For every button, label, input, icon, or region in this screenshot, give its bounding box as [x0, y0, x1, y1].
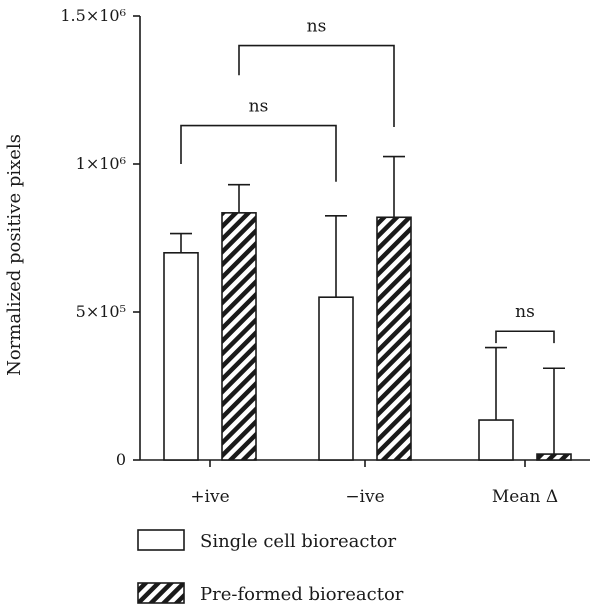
bar-preformed — [376, 216, 412, 461]
y-axis-ticks: 0 5×10⁵ 1×10⁶ 1.5×10⁶ — [60, 6, 140, 469]
significance-label: ns — [249, 97, 269, 117]
significance-bracket — [180, 124, 337, 182]
bar-single-cell — [163, 252, 199, 461]
legend-swatch-preformed — [137, 582, 185, 604]
legend: Single cell bioreactor Pre-formed bioreac… — [137, 529, 404, 604]
bars — [163, 212, 572, 461]
significance-brackets: ns ns ns — [180, 17, 555, 344]
category-labels: +ive −ive Mean Δ — [190, 460, 558, 507]
significance-label: ns — [307, 17, 327, 37]
y-axis-label: Normalized positive pixels — [4, 134, 25, 376]
category-label: −ive — [345, 487, 384, 507]
axes — [139, 16, 590, 461]
y-tick-label: 1.5×10⁶ — [60, 6, 126, 25]
significance-bracket — [495, 330, 555, 344]
significance-bracket — [238, 44, 395, 127]
significance-label: ns — [515, 302, 535, 322]
legend-label: Single cell bioreactor — [200, 531, 397, 552]
y-tick-label: 0 — [116, 450, 126, 469]
bar-single-cell — [478, 419, 514, 461]
category-label: Mean Δ — [492, 487, 558, 507]
bar-preformed — [536, 453, 572, 461]
legend-label: Pre-formed bioreactor — [200, 584, 404, 604]
bar-single-cell — [318, 296, 354, 461]
bar-preformed — [221, 212, 257, 461]
y-tick-label: 1×10⁶ — [76, 154, 126, 173]
error-bars — [170, 155, 565, 455]
category-label: +ive — [190, 487, 229, 507]
legend-swatch-single-cell — [137, 529, 185, 551]
y-tick-label: 5×10⁵ — [76, 302, 126, 321]
